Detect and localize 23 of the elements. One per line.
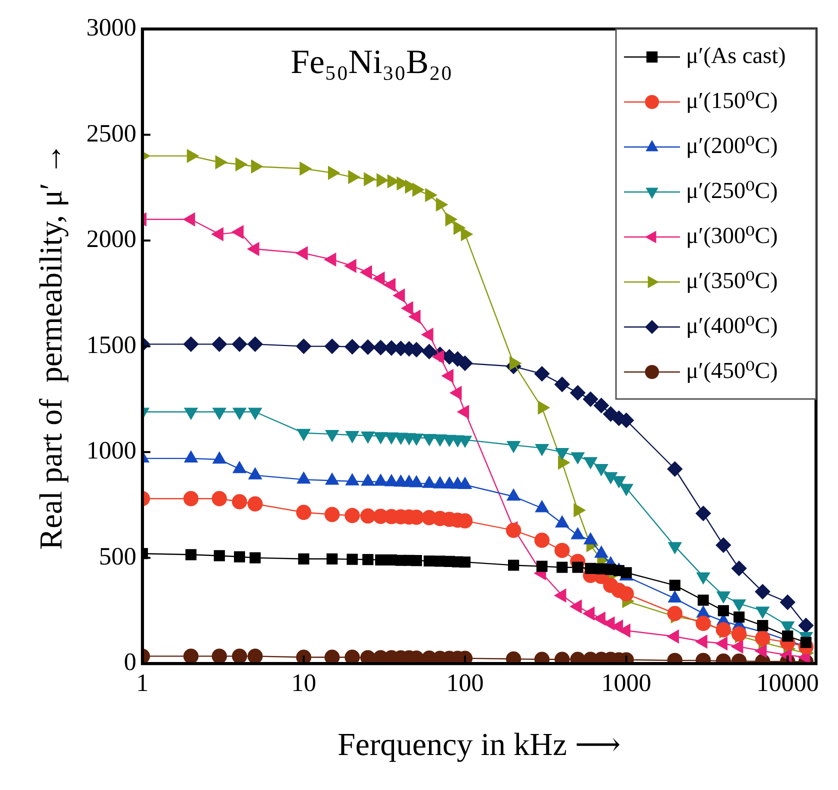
x-axis-title: Ferquency in kHz ⟶ bbox=[338, 726, 621, 762]
legend-label: μ′(450⁰C) bbox=[686, 358, 778, 384]
y-tick-label: 0 bbox=[124, 649, 136, 676]
x-tick-label: 10000 bbox=[756, 670, 819, 698]
legend-label: μ′(250⁰C) bbox=[686, 178, 778, 204]
x-tick-label: 10 bbox=[291, 670, 316, 698]
legend-label: μ′(300⁰C) bbox=[686, 223, 778, 248]
y-tick-label: 500 bbox=[98, 543, 136, 570]
y-axis-title: Real part of permeability, μ′ → bbox=[32, 142, 69, 550]
legend-label: μ′(150⁰C) bbox=[686, 88, 778, 114]
y-tick-label: 1500 bbox=[86, 332, 136, 359]
chart-title: Fe₅₀Ni₃₀B₂₀ bbox=[290, 44, 452, 81]
legend-label: μ′(400⁰C) bbox=[686, 313, 778, 338]
y-tick-label: 3000 bbox=[86, 14, 136, 42]
x-tick-label: 1 bbox=[136, 670, 149, 698]
x-tick-label: 1000 bbox=[601, 670, 652, 698]
y-tick-label: 2000 bbox=[86, 226, 136, 254]
x-tick-label: 100 bbox=[446, 670, 484, 698]
y-tick-label: 2500 bbox=[86, 120, 136, 148]
legend-label: μ′(350⁰C) bbox=[686, 268, 778, 294]
legend-label: μ′(200⁰C) bbox=[686, 133, 778, 158]
y-tick-label: 1000 bbox=[86, 438, 136, 465]
legend-label: μ′(As cast) bbox=[686, 43, 786, 68]
